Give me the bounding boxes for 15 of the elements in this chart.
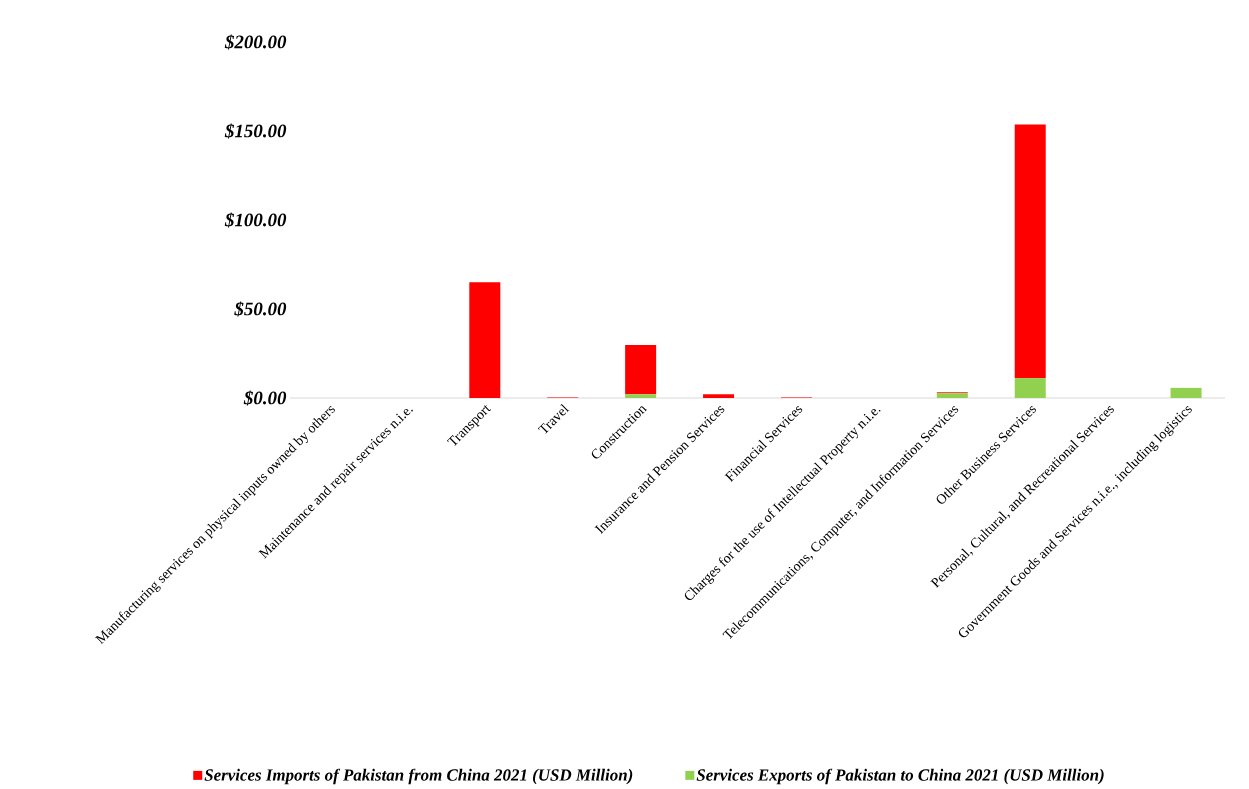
- y-tick-label: $200.00: [224, 34, 287, 50]
- bar: [1014, 124, 1046, 379]
- y-tick-label: $150.00: [224, 123, 287, 139]
- bar: [469, 282, 501, 398]
- y-tick-label: $100.00: [224, 212, 287, 228]
- bar: [1014, 378, 1046, 398]
- bar: [936, 393, 968, 398]
- y-tick-label: $0.00: [243, 390, 287, 406]
- bar: [625, 344, 657, 395]
- legend-label: Services Exports of Pakistan to China 2021 (USD Million): [696, 768, 1104, 785]
- y-tick-label: $50.00: [234, 301, 287, 317]
- bar: [625, 394, 657, 398]
- bar: [1170, 387, 1202, 398]
- bar: [703, 394, 735, 398]
- legend-label: Services Imports of Pakistan from China 2021 (USD Million): [204, 768, 633, 785]
